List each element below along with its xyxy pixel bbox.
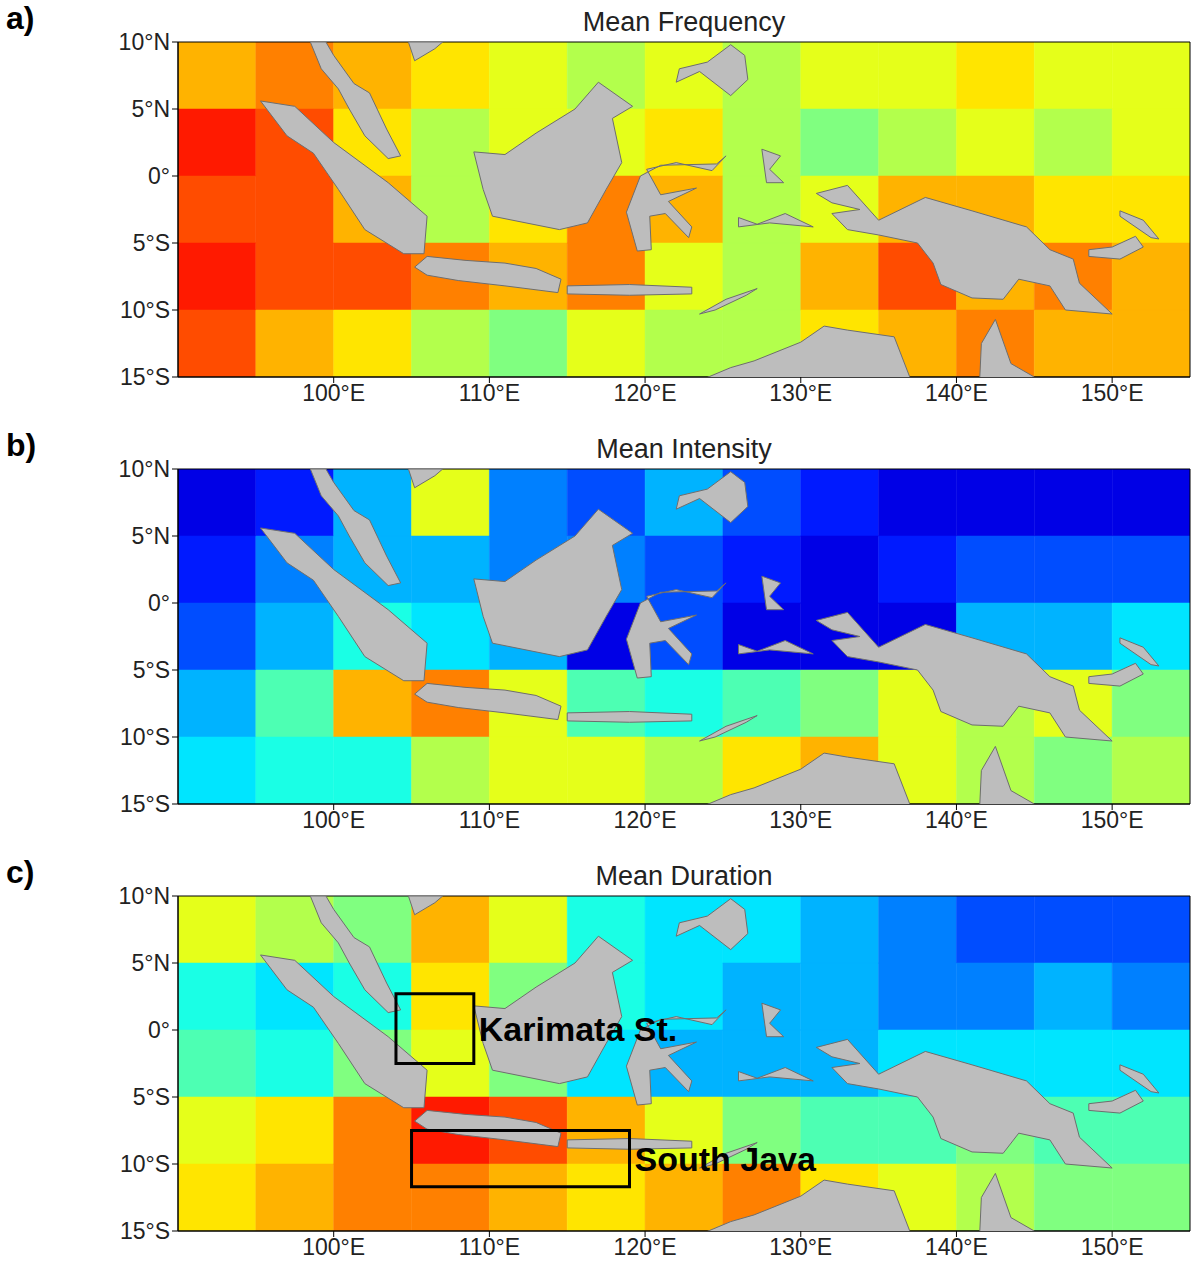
svg-text:0°: 0° [148,163,170,189]
svg-text:120°E: 120°E [614,807,677,833]
svg-text:120°E: 120°E [614,1234,677,1260]
svg-text:10°S: 10°S [120,1151,170,1177]
svg-text:5°N: 5°N [131,523,170,549]
svg-text:100°E: 100°E [302,807,365,833]
svg-text:150°E: 150°E [1081,807,1144,833]
svg-text:0°: 0° [148,590,170,616]
svg-text:5°N: 5°N [131,950,170,976]
svg-text:5°S: 5°S [133,1084,170,1110]
svg-text:10°N: 10°N [119,29,170,55]
svg-text:140°E: 140°E [925,380,988,406]
svg-text:100°E: 100°E [302,380,365,406]
svg-text:South Java: South Java [635,1140,817,1178]
svg-text:15°S: 15°S [120,1218,170,1244]
svg-text:5°N: 5°N [131,96,170,122]
svg-text:110°E: 110°E [459,1234,520,1260]
html-text:a): a) [6,0,35,36]
svg-text:140°E: 140°E [925,1234,988,1260]
html-text:Mean Frequency: Mean Frequency [582,7,786,37]
svg-text:Karimata St.: Karimata St. [479,1010,677,1048]
svg-text:0°: 0° [148,1017,170,1043]
svg-text:10°S: 10°S [120,297,170,323]
svg-text:120°E: 120°E [614,380,677,406]
svg-text:100°E: 100°E [302,1234,365,1260]
svg-text:130°E: 130°E [769,1234,832,1260]
svg-text:150°E: 150°E [1081,380,1144,406]
svg-text:5°S: 5°S [133,230,170,256]
svg-text:5°S: 5°S [133,657,170,683]
html-text:Mean Intensity: Mean Intensity [596,434,772,464]
svg-text:130°E: 130°E [769,380,832,406]
svg-text:110°E: 110°E [459,807,520,833]
svg-text:15°S: 15°S [120,364,170,390]
html-text:b): b) [6,427,37,463]
html-text:Mean Duration: Mean Duration [595,861,773,891]
html-text:c): c) [6,854,35,890]
svg-text:10°N: 10°N [119,883,170,909]
svg-text:140°E: 140°E [925,807,988,833]
svg-text:15°S: 15°S [120,791,170,817]
svg-text:150°E: 150°E [1081,1234,1144,1260]
svg-text:10°N: 10°N [119,456,170,482]
svg-text:130°E: 130°E [769,807,832,833]
svg-text:110°E: 110°E [459,380,520,406]
svg-text:10°S: 10°S [120,724,170,750]
